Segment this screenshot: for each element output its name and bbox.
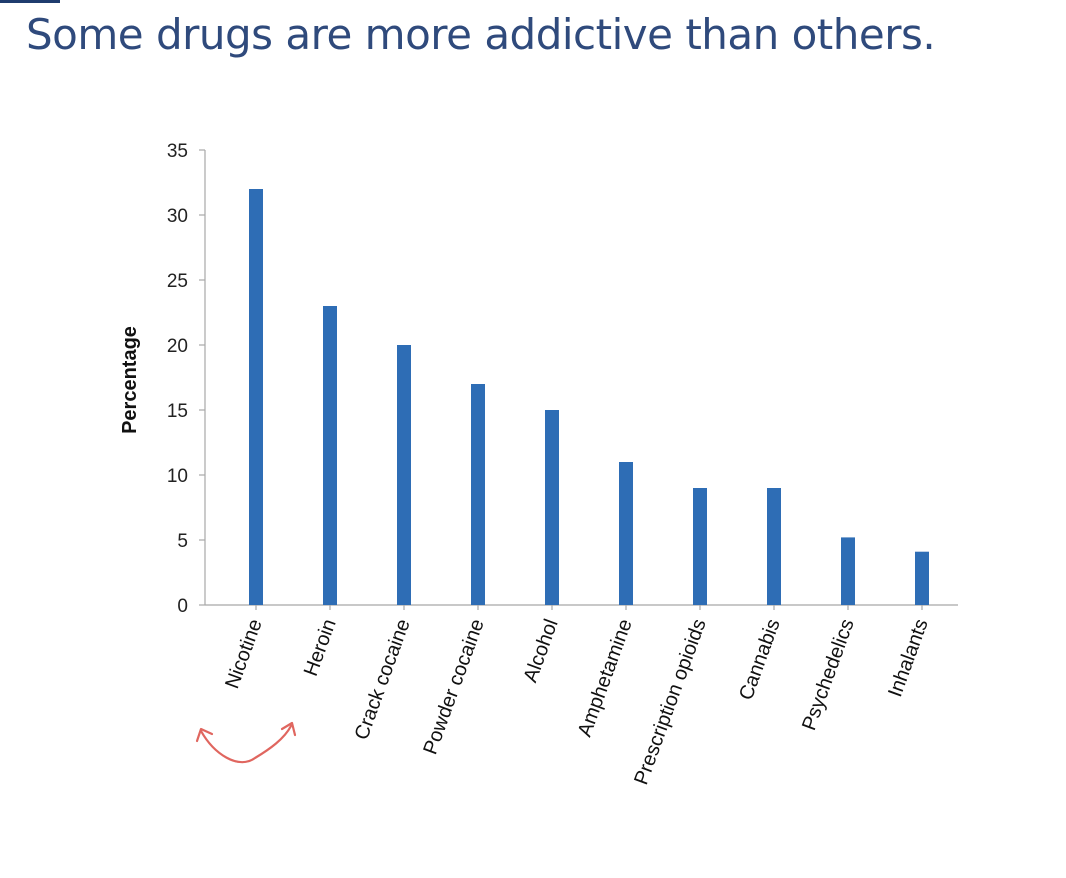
x-category-label: Heroin <box>300 616 341 679</box>
x-category-label: Cannabis <box>735 616 785 703</box>
bar <box>841 537 855 605</box>
top-accent-bar <box>0 0 60 3</box>
bar <box>767 488 781 605</box>
y-tick-label: 30 <box>167 206 188 227</box>
x-category-label: Powder cocaine <box>419 616 488 757</box>
bar <box>323 306 337 605</box>
bar <box>619 462 633 605</box>
x-category-label: Nicotine <box>221 616 266 691</box>
bar <box>915 551 929 605</box>
x-category-label: Prescription opioids <box>630 616 710 788</box>
x-category-label: Inhalants <box>884 616 932 700</box>
x-category-label: Crack cocaine <box>351 616 415 743</box>
bar <box>397 345 411 605</box>
y-axis-title: Percentage <box>119 326 141 434</box>
bar-series <box>249 189 929 605</box>
y-tick-label: 10 <box>167 466 188 487</box>
annotation-arrow <box>195 721 297 764</box>
bar <box>545 410 559 605</box>
arrowhead-right-icon <box>280 721 297 737</box>
slide-title: Some drugs are more addictive than other… <box>26 10 936 59</box>
bar <box>249 189 263 605</box>
arrowhead-left-icon <box>195 727 214 743</box>
y-tick-label: 5 <box>177 531 188 552</box>
category-labels: Nicotine Heroin Crack cocaine Powder cocain… <box>221 616 932 788</box>
curved-double-arrow-icon <box>199 724 293 764</box>
x-category-label: Psychedelics <box>798 616 859 733</box>
x-axis <box>205 604 958 610</box>
y-tick-label: 25 <box>167 271 188 292</box>
y-tick-label: 20 <box>167 336 188 357</box>
bar <box>693 488 707 605</box>
y-tick-label: 15 <box>167 401 188 422</box>
y-axis: 0 5 10 15 20 25 30 35 <box>167 141 206 617</box>
x-category-label: Alcohol <box>520 616 563 685</box>
y-tick-label: 35 <box>167 141 188 162</box>
bar <box>471 384 485 605</box>
x-category-label: Amphetamine <box>574 616 637 739</box>
y-tick-label: 0 <box>177 596 188 617</box>
